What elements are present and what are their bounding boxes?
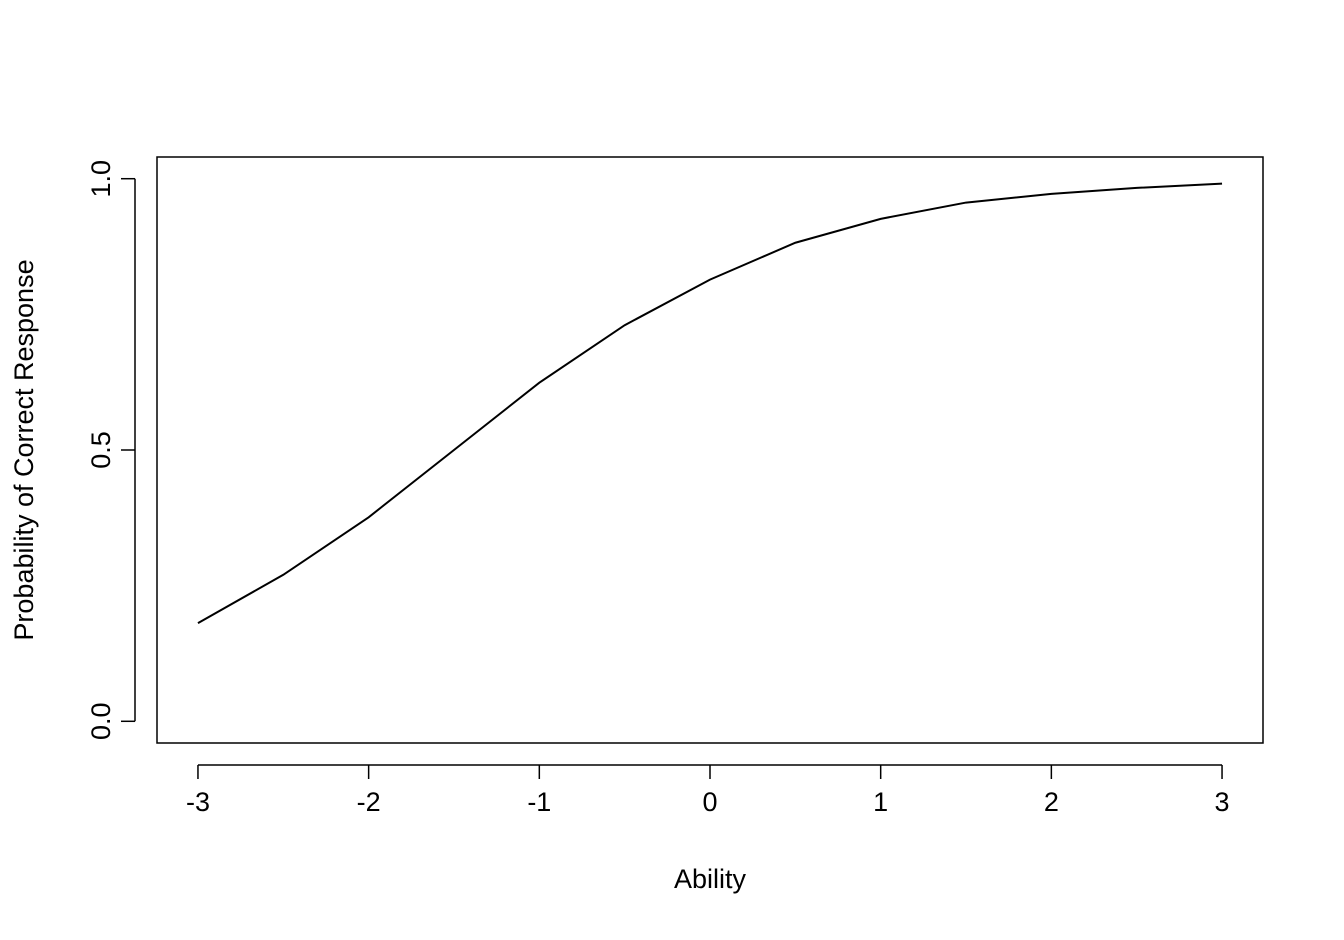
y-axis-label: Probability of Correct Response [9, 259, 39, 640]
x-tick-label: 2 [1044, 787, 1059, 817]
y-tick-label: 1.0 [86, 160, 116, 198]
x-axis-label: Ability [674, 864, 747, 894]
x-tick-label: 0 [702, 787, 717, 817]
x-tick-label: -2 [357, 787, 381, 817]
line-series [197, 182, 1223, 624]
x-tick-label: -3 [186, 787, 210, 817]
x-tick-label: -1 [527, 787, 551, 817]
y-tick-label: 0.5 [86, 431, 116, 469]
y-tick-label: 0.0 [86, 703, 116, 741]
plot-box [156, 156, 1264, 744]
x-tick-label: 1 [873, 787, 888, 817]
x-tick-label: 3 [1215, 787, 1230, 817]
